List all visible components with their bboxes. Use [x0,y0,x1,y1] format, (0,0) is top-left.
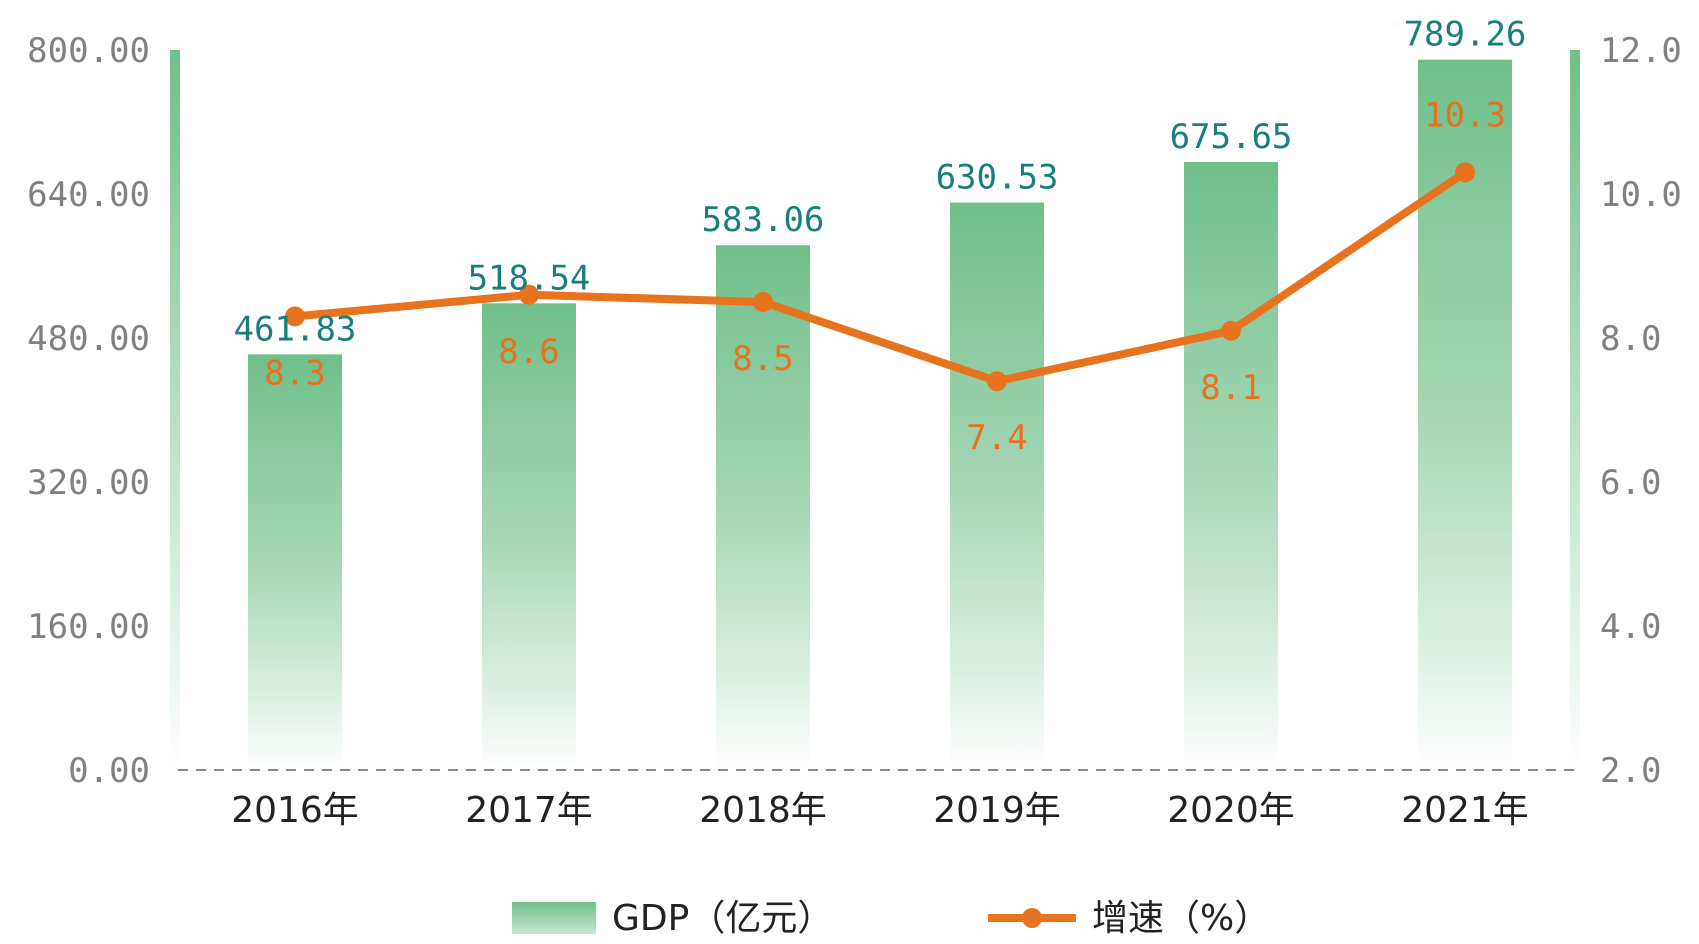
growth-value-label-3: 7.4 [966,418,1027,458]
growth-point-0 [285,306,305,327]
growth-point-1 [519,284,539,305]
left-tick-label: 0.00 [68,751,150,791]
growth-point-5 [1455,162,1475,183]
labels-layer: 461.83 518.54 583.06 630.53 675.65 789.26 8.3 8… [234,15,1527,459]
left-tick-label: 800.00 [27,31,150,71]
bars-layer [248,59,1512,771]
line-layer [285,162,1475,392]
growth-value-label-5: 10.3 [1424,95,1506,135]
growth-value-label-2: 8.5 [732,339,793,379]
legend-label-growth: 增速（%） [1092,898,1270,939]
x-tick-label: 2016年 [231,790,359,831]
bar-1 [482,303,576,770]
right-tick-label: 8.0 [1600,319,1661,359]
bar-value-label-2: 583.06 [702,200,825,240]
bar-value-label-0: 461.83 [234,309,357,349]
right-tick-label: 4.0 [1600,607,1661,647]
growth-value-label-0: 8.3 [264,353,325,393]
legend-line-marker [1022,908,1042,928]
bar-4 [1184,161,1278,771]
x-tick-label: 2018年 [699,790,827,831]
growth-value-label-1: 8.6 [498,332,559,372]
legend-bar-swatch [512,902,596,934]
legend-item-growth: 增速（%） [988,898,1270,939]
left-tick-label: 640.00 [27,175,150,215]
left-axis-bar [170,50,180,770]
x-tick-label: 2019年 [933,790,1061,831]
x-tick-label: 2017年 [465,790,593,831]
right-tick-label: 6.0 [1600,463,1661,503]
left-tick-label: 160.00 [27,607,150,647]
legend-label-gdp: GDP（亿元） [612,898,833,939]
growth-value-label-4: 8.1 [1200,368,1261,408]
bar-2 [716,245,810,771]
bar-3 [950,202,1044,770]
right-tick-label: 12.0 [1600,31,1682,71]
left-tick-label: 480.00 [27,319,150,359]
bar-0 [248,354,342,770]
x-tick-label: 2021年 [1401,790,1529,831]
axis-layer: 0.00 160.00 320.00 480.00 640.00 800.00 2.0 4.0… [27,31,1682,831]
right-tick-label: 2.0 [1600,751,1661,791]
left-tick-label: 320.00 [27,463,150,503]
growth-point-2 [753,292,773,312]
bar-value-label-3: 630.53 [936,158,1059,198]
legend: GDP（亿元） 增速（%） [512,898,1270,939]
growth-line [291,168,1469,386]
right-tick-label: 10.0 [1600,175,1682,215]
bar-value-label-5: 789.26 [1404,15,1527,55]
bar-value-label-4: 675.65 [1170,117,1293,157]
bar-value-label-1: 518.54 [468,258,591,298]
growth-point-4 [1221,320,1241,341]
x-tick-label: 2020年 [1167,790,1295,831]
legend-item-gdp: GDP（亿元） [512,898,833,939]
growth-point-3 [987,371,1007,392]
right-axis-bar [1570,50,1580,770]
